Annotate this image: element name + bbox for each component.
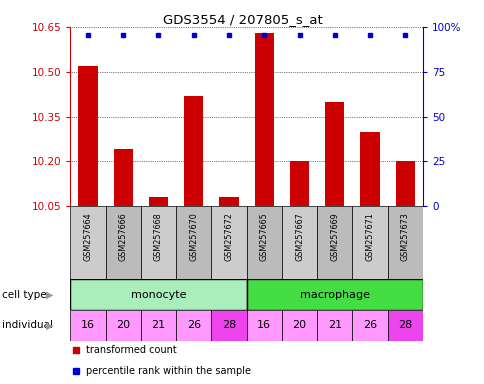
Bar <box>352 310 387 341</box>
Text: 26: 26 <box>186 321 200 331</box>
Text: macrophage: macrophage <box>299 290 369 300</box>
Bar <box>246 206 281 279</box>
Bar <box>395 161 414 206</box>
Bar <box>211 310 246 341</box>
Bar <box>70 310 106 341</box>
Bar <box>149 197 168 206</box>
Text: GSM257670: GSM257670 <box>189 212 198 261</box>
Text: individual: individual <box>2 321 53 331</box>
Text: GDS3554 / 207805_s_at: GDS3554 / 207805_s_at <box>162 13 322 26</box>
Text: 28: 28 <box>397 321 411 331</box>
Bar <box>281 206 317 279</box>
Text: transformed count: transformed count <box>86 345 177 355</box>
Bar <box>140 310 176 341</box>
Text: GSM257673: GSM257673 <box>400 212 409 261</box>
Text: GSM257669: GSM257669 <box>330 212 339 261</box>
Bar <box>106 206 140 279</box>
Text: monocyte: monocyte <box>131 290 186 300</box>
Text: 16: 16 <box>257 321 271 331</box>
Bar <box>387 206 422 279</box>
Bar <box>70 206 106 279</box>
Bar <box>176 310 211 341</box>
Bar <box>254 33 273 206</box>
Text: 26: 26 <box>362 321 377 331</box>
Bar <box>246 279 422 310</box>
Bar <box>387 310 422 341</box>
Bar <box>70 279 246 310</box>
Text: 21: 21 <box>151 321 165 331</box>
Bar <box>317 310 352 341</box>
Bar <box>140 206 176 279</box>
Text: GSM257666: GSM257666 <box>119 212 127 261</box>
Bar <box>352 206 387 279</box>
Bar <box>183 96 203 206</box>
Bar <box>360 132 379 206</box>
Bar <box>78 66 97 206</box>
Text: GSM257668: GSM257668 <box>153 212 163 261</box>
Bar <box>289 161 309 206</box>
Bar <box>317 206 352 279</box>
Text: ▶: ▶ <box>46 290 53 300</box>
Bar <box>324 102 344 206</box>
Bar <box>219 197 238 206</box>
Text: 21: 21 <box>327 321 341 331</box>
Text: GSM257665: GSM257665 <box>259 212 268 261</box>
Text: GSM257667: GSM257667 <box>294 212 303 261</box>
Bar <box>246 310 281 341</box>
Bar <box>113 149 133 206</box>
Text: 16: 16 <box>81 321 95 331</box>
Text: GSM257672: GSM257672 <box>224 212 233 261</box>
Bar <box>106 310 140 341</box>
Text: 20: 20 <box>116 321 130 331</box>
Bar <box>211 206 246 279</box>
Text: 28: 28 <box>221 321 236 331</box>
Text: 20: 20 <box>292 321 306 331</box>
Text: GSM257671: GSM257671 <box>365 212 374 261</box>
Text: cell type: cell type <box>2 290 47 300</box>
Bar <box>281 310 317 341</box>
Text: ▶: ▶ <box>46 321 53 331</box>
Text: GSM257664: GSM257664 <box>83 212 92 261</box>
Text: percentile rank within the sample: percentile rank within the sample <box>86 366 251 376</box>
Bar <box>176 206 211 279</box>
